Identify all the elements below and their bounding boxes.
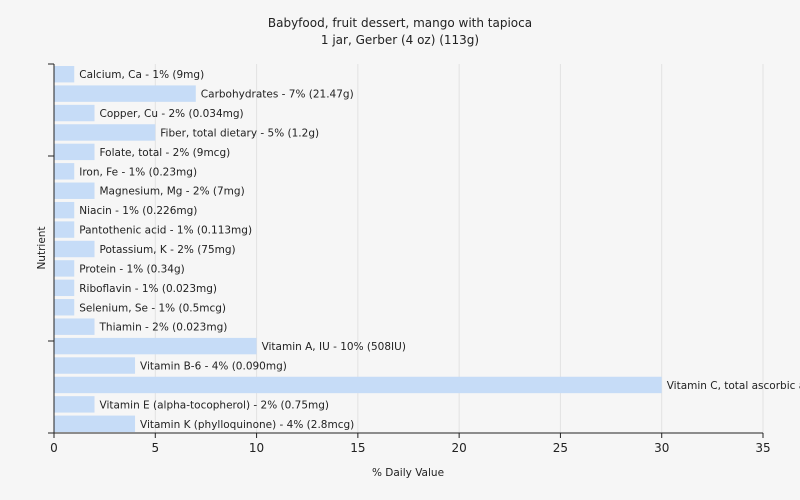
bar [54, 279, 75, 297]
bar [54, 66, 75, 83]
bar-label: Pantothenic acid - 1% (0.113mg) [79, 225, 252, 237]
bar-label: Niacin - 1% (0.226mg) [79, 205, 197, 217]
bar-label: Thiamin - 2% (0.023mg) [99, 322, 228, 334]
bar-label: Riboflavin - 1% (0.023mg) [79, 283, 217, 295]
chart-subtitle: 1 jar, Gerber (4 oz) (113g) [321, 33, 479, 47]
bar-label: Carbohydrates - 7% (21.47g) [201, 89, 354, 101]
bar [54, 85, 196, 102]
grid-lines [154, 64, 764, 433]
x-tick-label: 35 [755, 441, 770, 455]
bar [54, 415, 136, 432]
bar [54, 376, 662, 394]
chart-title: Babyfood, fruit dessert, mango with tapi… [268, 16, 532, 30]
bar-label: Selenium, Se - 1% (0.5mcg) [79, 302, 226, 314]
bar [54, 124, 156, 141]
bar-label: Vitamin C, total ascorbic acid - 30% (17… [667, 380, 800, 392]
bars-group: Calcium, Ca - 1% (9mg) Carbohydrates - 7%… [54, 66, 800, 432]
bar-label: Copper, Cu - 2% (0.034mg) [100, 108, 244, 120]
bar-label: Vitamin B-6 - 4% (0.090mg) [140, 361, 287, 373]
bar-label: Vitamin K (phylloquinone) - 4% (2.8mcg) [140, 419, 354, 431]
bar [54, 104, 95, 122]
bar-label: Potassium, K - 2% (75mg) [100, 244, 236, 256]
bar-label: Magnesium, Mg - 2% (7mg) [100, 186, 245, 198]
bar [54, 143, 95, 161]
bar-label: Calcium, Ca - 1% (9mg) [79, 69, 204, 81]
x-axis-title: % Daily Value [372, 467, 444, 479]
bar [54, 357, 136, 374]
x-tick-label: 10 [249, 441, 264, 455]
bar [54, 318, 95, 335]
x-tick-label: 5 [151, 441, 159, 455]
bar-label: Iron, Fe - 1% (0.23mg) [79, 166, 197, 178]
bar-label: Vitamin A, IU - 10% (508IU) [262, 341, 406, 353]
bar [54, 201, 75, 219]
x-tick-label: 20 [452, 441, 467, 455]
bar [54, 299, 75, 316]
bar [54, 182, 95, 199]
bar [54, 221, 75, 238]
y-axis-title: Nutrient [36, 226, 48, 269]
x-tick-label: 15 [350, 441, 365, 455]
bar [54, 163, 75, 180]
bar-label: Fiber, total dietary - 5% (1.2g) [160, 127, 319, 139]
axes-group: 0 5 10 15 20 25 30 35 [48, 63, 771, 455]
bar [54, 337, 257, 355]
x-tick-label: 0 [50, 441, 58, 455]
bar-label: Folate, total - 2% (9mcg) [100, 147, 231, 159]
bar-label: Protein - 1% (0.34g) [79, 263, 185, 275]
bar [54, 260, 75, 277]
bar [54, 396, 95, 413]
bar-label: Vitamin E (alpha-tocopherol) - 2% (0.75m… [100, 399, 330, 411]
x-tick-label: 30 [654, 441, 669, 455]
bar [54, 240, 95, 258]
x-tick-label: 25 [553, 441, 568, 455]
